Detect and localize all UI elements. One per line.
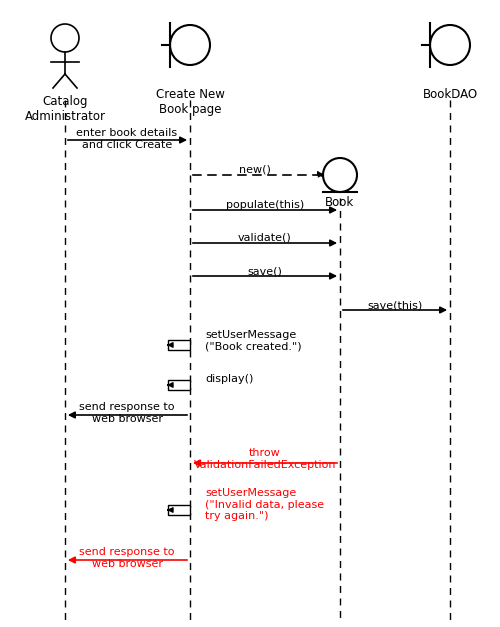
Bar [168, 505, 190, 515]
Bar [168, 340, 190, 350]
Bar [168, 380, 190, 390]
Text: save(this): save(this) [368, 300, 422, 310]
Text: new(): new() [239, 165, 271, 175]
Text: setUserMessage
("Invalid data, please
try again."): setUserMessage ("Invalid data, please tr… [205, 488, 324, 521]
Text: validate(): validate() [238, 233, 292, 243]
Text: Book: Book [326, 196, 354, 209]
Text: display(): display() [205, 374, 254, 384]
Text: enter book details
and click Create: enter book details and click Create [76, 128, 178, 150]
Text: Catalog
Administrator: Catalog Administrator [24, 95, 105, 123]
Text: Create New
Book page: Create New Book page [156, 88, 224, 116]
Text: save(): save() [248, 266, 282, 276]
Text: populate(this): populate(this) [226, 200, 304, 210]
Text: setUserMessage
("Book created."): setUserMessage ("Book created.") [205, 330, 302, 352]
Text: send response to
web browser: send response to web browser [79, 547, 175, 569]
Text: send response to
web browser: send response to web browser [79, 402, 175, 424]
Text: throw
ValidationFailedException: throw ValidationFailedException [194, 448, 336, 470]
Text: BookDAO: BookDAO [422, 88, 478, 101]
